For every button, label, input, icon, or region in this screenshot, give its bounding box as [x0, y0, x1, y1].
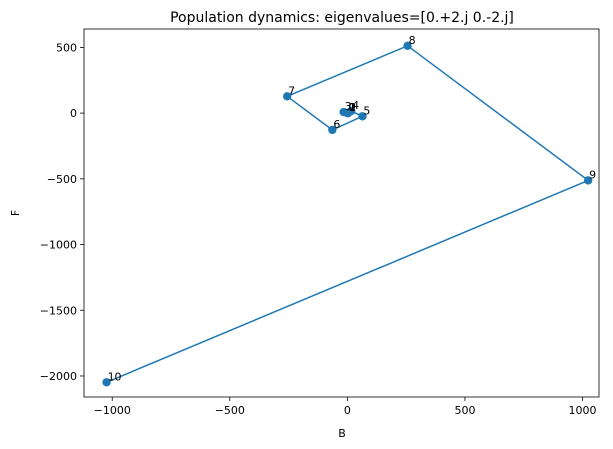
y-tick-label: −1500: [40, 304, 77, 317]
series-line: [106, 44, 590, 383]
y-tick-label: 500: [56, 41, 77, 54]
data-point: [282, 92, 292, 101]
x-tick-label: 0: [344, 404, 351, 417]
x-tick-label: −500: [215, 404, 245, 417]
point-label: 2: [349, 101, 356, 114]
x-tick-label: 1000: [569, 404, 597, 417]
y-axis: 500 0 −500 −1000 −1500 −2000: [40, 41, 84, 383]
data-point: [358, 112, 367, 121]
x-tick-label: −1000: [94, 404, 131, 417]
x-tick-label: 500: [454, 404, 475, 417]
point-label: 4: [352, 99, 359, 112]
point-label: 0: [349, 101, 356, 114]
plot-frame: [83, 28, 600, 398]
chart-title: Population dynamics: eigenvalues=[0.+2.j…: [170, 10, 514, 26]
point-label: 10: [108, 370, 122, 383]
data-point: [583, 176, 593, 185]
data-point: [403, 41, 412, 51]
point-label: 5: [363, 104, 370, 117]
y-tick-label: −500: [47, 173, 77, 186]
data-point: [339, 107, 348, 117]
data-point: [346, 106, 356, 116]
point-label: 1: [349, 101, 356, 114]
y-tick-label: −2000: [40, 370, 77, 383]
y-tick-label: 0: [70, 107, 77, 120]
point-label: 8: [409, 34, 416, 47]
point-label: 9: [589, 168, 596, 181]
point-label: 7: [288, 84, 295, 97]
data-point: [328, 125, 337, 135]
y-tick-label: −1000: [40, 239, 77, 252]
point-label: 3: [345, 100, 352, 113]
x-axis-label: B: [338, 427, 346, 440]
data-point: [102, 378, 111, 387]
point-label: 6: [333, 118, 340, 131]
x-axis: −1000 −500 0 500 1000: [94, 397, 597, 417]
y-axis-label: F: [9, 210, 22, 216]
